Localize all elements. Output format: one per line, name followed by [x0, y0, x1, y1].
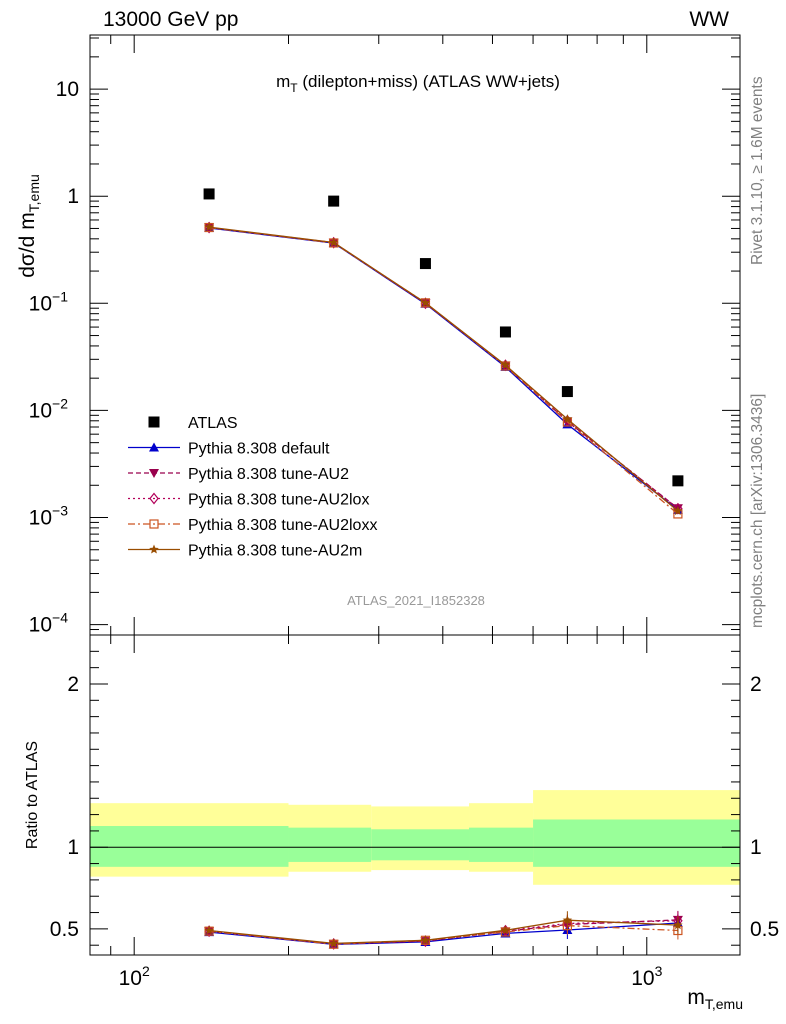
- y-tick-label: 10: [56, 78, 79, 101]
- y-tick-label: 10−4: [29, 610, 69, 637]
- ratio-line-au2m: [209, 919, 678, 945]
- data-point: [204, 222, 214, 232]
- data-point: [499, 326, 511, 338]
- main-axes: 10 1 10−1 10−2 10−3 10−4: [29, 35, 740, 637]
- ratio-bands: [90, 790, 740, 885]
- data-point: [204, 925, 214, 935]
- ratio-panel: 102 103 0.5 0.5 1 1 2 2 Ratio to ATLAS mT,emu: [24, 634, 779, 1012]
- data-point: [328, 938, 339, 948]
- series-line-au2m: [209, 226, 679, 512]
- data-point: [419, 258, 431, 270]
- mcplots-label: mcplots.cern.ch [arXiv:1306.3436]: [749, 394, 766, 628]
- ratio-line-default: [209, 922, 678, 946]
- main-series: [203, 188, 684, 519]
- ratio-axes: 102 103 0.5 0.5 1 1 2 2: [50, 634, 779, 990]
- data-point: [420, 297, 431, 307]
- legend-label: Pythia 8.308 tune-AU2loxx: [188, 517, 377, 534]
- data-point: [149, 442, 159, 452]
- data-point: [562, 915, 573, 925]
- y-tick-label: 10−3: [29, 503, 69, 530]
- x-tick-label: 102: [119, 963, 150, 990]
- ratio-y-axis-label: Ratio to ATLAS: [24, 741, 41, 849]
- ratio-line-au2loxx: [209, 924, 678, 945]
- y-tick-label: 10−1: [29, 288, 69, 315]
- legend-label: Pythia 8.308 default: [188, 441, 330, 458]
- header-left: 13000 GeV pp: [103, 8, 238, 31]
- main-y-axis-label: dσ/d mT,emu: [16, 174, 42, 278]
- y-tick-label: 1: [67, 185, 79, 208]
- legend-label: Pythia 8.308 tune-AU2lox: [188, 492, 369, 509]
- data-point: [149, 469, 159, 478]
- data-point: [562, 414, 573, 424]
- legend-label: Pythia 8.308 tune-AU2m: [188, 543, 362, 560]
- legend-label: ATLAS: [188, 415, 238, 432]
- data-point: [500, 360, 511, 370]
- data-point: [328, 195, 340, 207]
- ratio-y-tick-label: 1: [67, 836, 79, 859]
- data-point: [420, 935, 431, 945]
- data-point: [149, 519, 159, 529]
- data-point: [149, 544, 159, 554]
- ratio-frame: [89, 634, 741, 956]
- rivet-label: Rivet 3.1.10, ≥ 1.6M events: [749, 76, 766, 265]
- x-axis-label: mT,emu: [687, 986, 743, 1012]
- header-right: WW: [689, 8, 729, 31]
- data-point: [148, 416, 160, 428]
- data-point: [203, 188, 215, 200]
- main-panel: 10 1 10−1 10−2 10−3 10−4 mT (dilepton+miss) (…: [16, 34, 741, 637]
- legend-label: Pythia 8.308 tune-AU2: [188, 466, 349, 483]
- analysis-label: ATLAS_2021_I1852328: [347, 593, 485, 608]
- ratio-y-tick-label-right: 1: [750, 836, 762, 859]
- ratio-y-tick-label: 2: [67, 673, 79, 696]
- data-point: [328, 237, 339, 247]
- uncertainty-band-inner: [371, 829, 470, 861]
- x-tick-label: 103: [631, 963, 662, 990]
- uncertainty-band-inner: [469, 827, 534, 862]
- ratio-y-tick-label-right: 0.5: [750, 918, 779, 941]
- plot-title: mT (dilepton+miss) (ATLAS WW+jets): [276, 72, 560, 95]
- data-point: [673, 502, 683, 515]
- data-point: [561, 386, 573, 398]
- y-tick-label: 10−2: [29, 395, 69, 422]
- uncertainty-band-inner: [90, 826, 289, 867]
- uncertainty-band-inner: [288, 827, 372, 862]
- ratio-y-tick-label-right: 2: [750, 673, 762, 696]
- ratio-series: [204, 910, 683, 950]
- data-point: [149, 492, 159, 505]
- ratio-y-tick-label: 0.5: [50, 918, 79, 941]
- data-point: [672, 475, 684, 487]
- uncertainty-band-inner: [533, 819, 740, 867]
- data-point: [673, 506, 683, 516]
- legend: ATLAS Pythia 8.308 default Pythia 8.308 tu…: [128, 415, 377, 560]
- data-point: [673, 920, 683, 930]
- data-point: [500, 925, 511, 935]
